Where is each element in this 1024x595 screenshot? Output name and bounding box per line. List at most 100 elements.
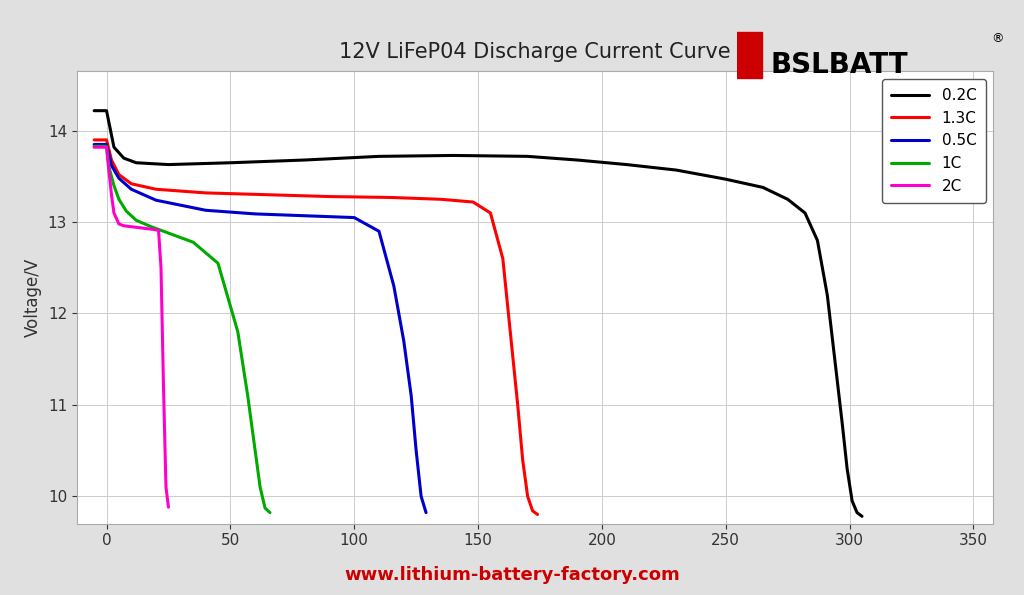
1.3C — [526, 508, 539, 515]
1.3C — [113, 171, 125, 178]
2C — [88, 143, 100, 151]
1.3C — [467, 199, 479, 206]
1.3C — [261, 191, 273, 198]
1.3C — [435, 196, 447, 203]
0.5C — [105, 162, 118, 169]
0.2C — [108, 143, 120, 151]
Text: www.lithium-battery-factory.com: www.lithium-battery-factory.com — [344, 566, 680, 584]
0.2C — [846, 497, 858, 505]
Line: 2C: 2C — [94, 147, 168, 507]
1C — [145, 223, 158, 230]
1C — [100, 143, 113, 150]
Line: 0.2C: 0.2C — [94, 111, 862, 516]
Line: 1C: 1C — [94, 146, 270, 513]
1C — [88, 143, 100, 150]
2C — [105, 191, 118, 198]
1C — [108, 182, 120, 189]
Text: BSLBATT: BSLBATT — [770, 51, 908, 80]
1.3C — [516, 456, 528, 464]
0.2C — [521, 153, 534, 160]
0.2C — [851, 509, 863, 516]
0.2C — [757, 184, 769, 191]
1.3C — [100, 136, 113, 143]
1.3C — [531, 511, 544, 518]
0.2C — [841, 465, 853, 472]
0.2C — [811, 237, 823, 244]
1.3C — [385, 194, 397, 201]
Line: 0.5C: 0.5C — [94, 145, 426, 513]
2C — [162, 503, 174, 511]
0.2C — [836, 419, 848, 427]
1C — [249, 447, 261, 454]
0.2C — [781, 196, 794, 203]
0.2C — [821, 292, 834, 299]
0.2C — [571, 156, 584, 164]
FancyArrow shape — [713, 32, 762, 78]
0.2C — [447, 152, 460, 159]
1.3C — [88, 136, 100, 143]
1.3C — [150, 186, 162, 193]
0.5C — [415, 493, 427, 500]
1C — [259, 505, 271, 512]
0.5C — [200, 206, 212, 214]
0.2C — [856, 513, 868, 520]
1C — [113, 196, 125, 203]
0.5C — [249, 211, 261, 218]
1C — [212, 259, 224, 267]
0.2C — [118, 155, 130, 162]
0.5C — [348, 214, 360, 221]
2C — [102, 168, 115, 176]
0.2C — [828, 356, 841, 363]
0.2C — [373, 153, 385, 160]
2C — [153, 227, 165, 234]
1C — [120, 208, 132, 215]
1.3C — [200, 189, 212, 196]
2C — [160, 484, 172, 491]
0.5C — [100, 141, 113, 148]
0.5C — [397, 337, 410, 345]
1C — [130, 217, 142, 224]
0.5C — [113, 175, 125, 182]
0.5C — [373, 228, 385, 235]
0.2C — [621, 161, 633, 168]
Line: 1.3C: 1.3C — [94, 140, 538, 515]
1C — [162, 230, 174, 237]
1C — [254, 484, 266, 491]
2C — [100, 143, 113, 151]
0.2C — [224, 159, 237, 167]
1.3C — [521, 493, 534, 500]
1C — [242, 392, 254, 399]
1.3C — [484, 209, 497, 217]
1.3C — [324, 193, 336, 200]
2C — [118, 222, 130, 229]
1C — [231, 328, 244, 336]
2C — [113, 220, 125, 227]
0.5C — [420, 509, 432, 516]
Text: ®: ® — [991, 32, 1005, 45]
1C — [264, 509, 276, 516]
2C — [155, 264, 167, 271]
1C — [102, 164, 115, 171]
0.5C — [406, 392, 418, 399]
Legend: 0.2C, 1.3C, 0.5C, 1C, 2C: 0.2C, 1.3C, 0.5C, 1C, 2C — [882, 79, 986, 203]
Y-axis label: Voltage/V: Voltage/V — [25, 258, 42, 337]
1.3C — [497, 255, 509, 262]
0.5C — [125, 186, 137, 193]
1C — [187, 239, 200, 246]
0.5C — [88, 141, 100, 148]
0.5C — [299, 212, 311, 220]
0.2C — [799, 209, 811, 217]
0.2C — [670, 167, 682, 174]
0.2C — [100, 107, 113, 114]
0.2C — [130, 159, 142, 167]
1.3C — [512, 401, 524, 408]
1.3C — [125, 180, 137, 187]
2C — [132, 224, 144, 231]
0.5C — [410, 447, 422, 454]
0.2C — [720, 176, 732, 183]
0.2C — [162, 161, 174, 168]
1.3C — [504, 328, 516, 336]
2C — [125, 223, 137, 230]
2C — [140, 225, 153, 232]
2C — [158, 383, 170, 390]
